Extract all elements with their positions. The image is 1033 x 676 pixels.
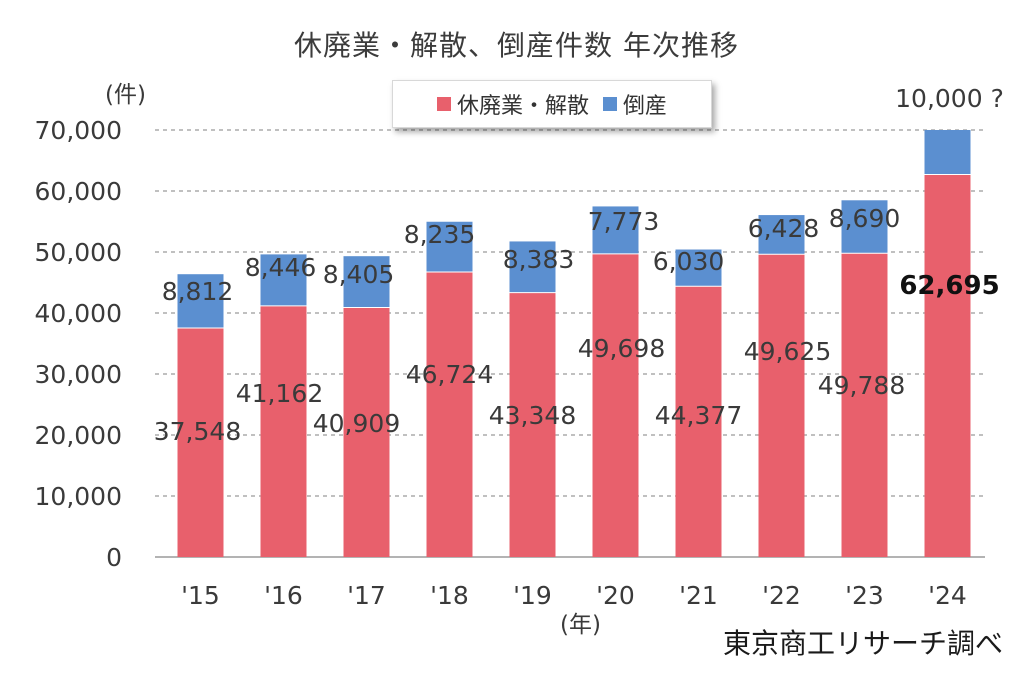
y-tick-label: 50,000	[35, 238, 122, 267]
legend-item-closure: 休廃業・解散	[436, 88, 589, 120]
data-label-bankruptcy: 7,773	[588, 207, 660, 236]
data-label-closure: 44,377	[655, 401, 742, 430]
x-tick-label: '19	[513, 581, 552, 610]
bar-closure	[343, 307, 390, 557]
bar-bankruptcy	[675, 249, 722, 287]
legend-label-bankruptcy: 倒産	[623, 94, 668, 119]
y-tick-label: 30,000	[35, 360, 122, 389]
y-tick-label: 20,000	[35, 421, 122, 450]
data-label-bankruptcy: 8,690	[829, 204, 901, 233]
bar-closure	[592, 253, 639, 557]
x-tick-label: '24	[928, 581, 967, 610]
source-note: 東京商工リサーチ調べ	[722, 627, 1003, 660]
x-tick-label: '23	[845, 581, 884, 610]
bar-bankruptcy	[426, 221, 473, 272]
data-label-closure: 37,548	[154, 417, 241, 446]
data-label-bankruptcy: 8,812	[162, 277, 234, 306]
data-label-bankruptcy: 8,446	[245, 253, 317, 282]
bar-closure	[675, 286, 722, 557]
y-tick-label: 60,000	[35, 177, 122, 206]
bar-bankruptcy	[924, 130, 971, 175]
x-tick-label: '21	[679, 581, 718, 610]
y-tick-label: 40,000	[35, 299, 122, 328]
data-label-closure: 49,788	[818, 371, 905, 400]
x-tick-label: '15	[181, 581, 220, 610]
data-label-closure: 41,162	[236, 379, 323, 408]
legend-label-closure: 休廃業・解散	[456, 94, 589, 119]
bar-closure	[509, 292, 556, 557]
legend-swatch-bankruptcy	[603, 97, 617, 111]
data-label-closure: 46,724	[406, 360, 493, 389]
chart-legend: 休廃業・解散 倒産	[392, 80, 712, 128]
x-axis-label: (年)	[560, 612, 601, 638]
legend-swatch-closure	[436, 97, 451, 111]
y-tick-label: 0	[106, 543, 122, 572]
bar-bankruptcy	[841, 200, 888, 254]
bar-bankruptcy	[177, 274, 224, 328]
bar-bankruptcy	[509, 241, 556, 293]
x-tick-label: '22	[762, 581, 801, 610]
y-axis-label: (件)	[105, 82, 146, 108]
legend-item-bankruptcy: 倒産	[603, 88, 667, 120]
x-tick-label: '20	[596, 581, 635, 610]
data-label-closure: 40,909	[313, 409, 400, 438]
bar-closure	[924, 174, 971, 558]
data-label-bankruptcy: 6,030	[653, 247, 725, 276]
bar-closure	[260, 305, 307, 557]
x-tick-label: '18	[430, 581, 469, 610]
y-tick-label: 70,000	[35, 116, 122, 145]
bar-closure	[426, 271, 473, 557]
bar-closure	[177, 327, 224, 557]
bar-bankruptcy	[758, 215, 805, 255]
data-label-bankruptcy: 8,235	[404, 220, 476, 249]
data-label-closure: 62,695	[899, 271, 999, 301]
bar-bankruptcy	[343, 256, 390, 308]
data-label-bankruptcy: 8,405	[323, 260, 395, 289]
bar-closure	[758, 254, 805, 557]
y-tick-label: 10,000	[35, 482, 122, 511]
data-label-bankruptcy: 10,000 ?	[895, 84, 1004, 113]
data-label-closure: 43,348	[489, 401, 576, 430]
data-label-bankruptcy: 8,383	[503, 245, 575, 274]
data-label-closure: 49,625	[744, 337, 831, 366]
bar-closure	[841, 253, 888, 557]
bar-bankruptcy	[260, 254, 307, 306]
data-label-closure: 49,698	[578, 334, 665, 363]
chart-title: 休廃業・解散、倒産件数 年次推移	[294, 29, 739, 62]
bar-bankruptcy	[592, 206, 639, 254]
x-tick-label: '17	[347, 581, 386, 610]
data-label-bankruptcy: 6,428	[748, 214, 820, 243]
x-tick-label: '16	[264, 581, 303, 610]
